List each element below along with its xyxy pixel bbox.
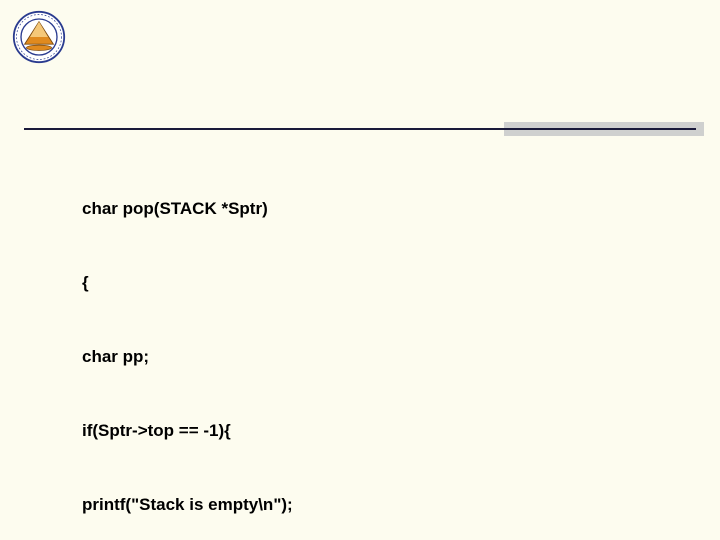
code-line: char pp; [82,345,339,370]
code-block: char pop(STACK *Sptr) { char pp; if(Sptr… [82,148,339,540]
university-seal-icon [12,10,66,64]
slide-logo [12,10,66,69]
code-line: { [82,271,339,296]
code-line: printf("Stack is empty\n"); [82,493,339,518]
divider-line [24,128,696,130]
slide: char pop(STACK *Sptr) { char pp; if(Sptr… [0,0,720,540]
title-divider [24,128,696,130]
code-line: if(Sptr->top == -1){ [82,419,339,444]
code-line: char pop(STACK *Sptr) [82,197,339,222]
